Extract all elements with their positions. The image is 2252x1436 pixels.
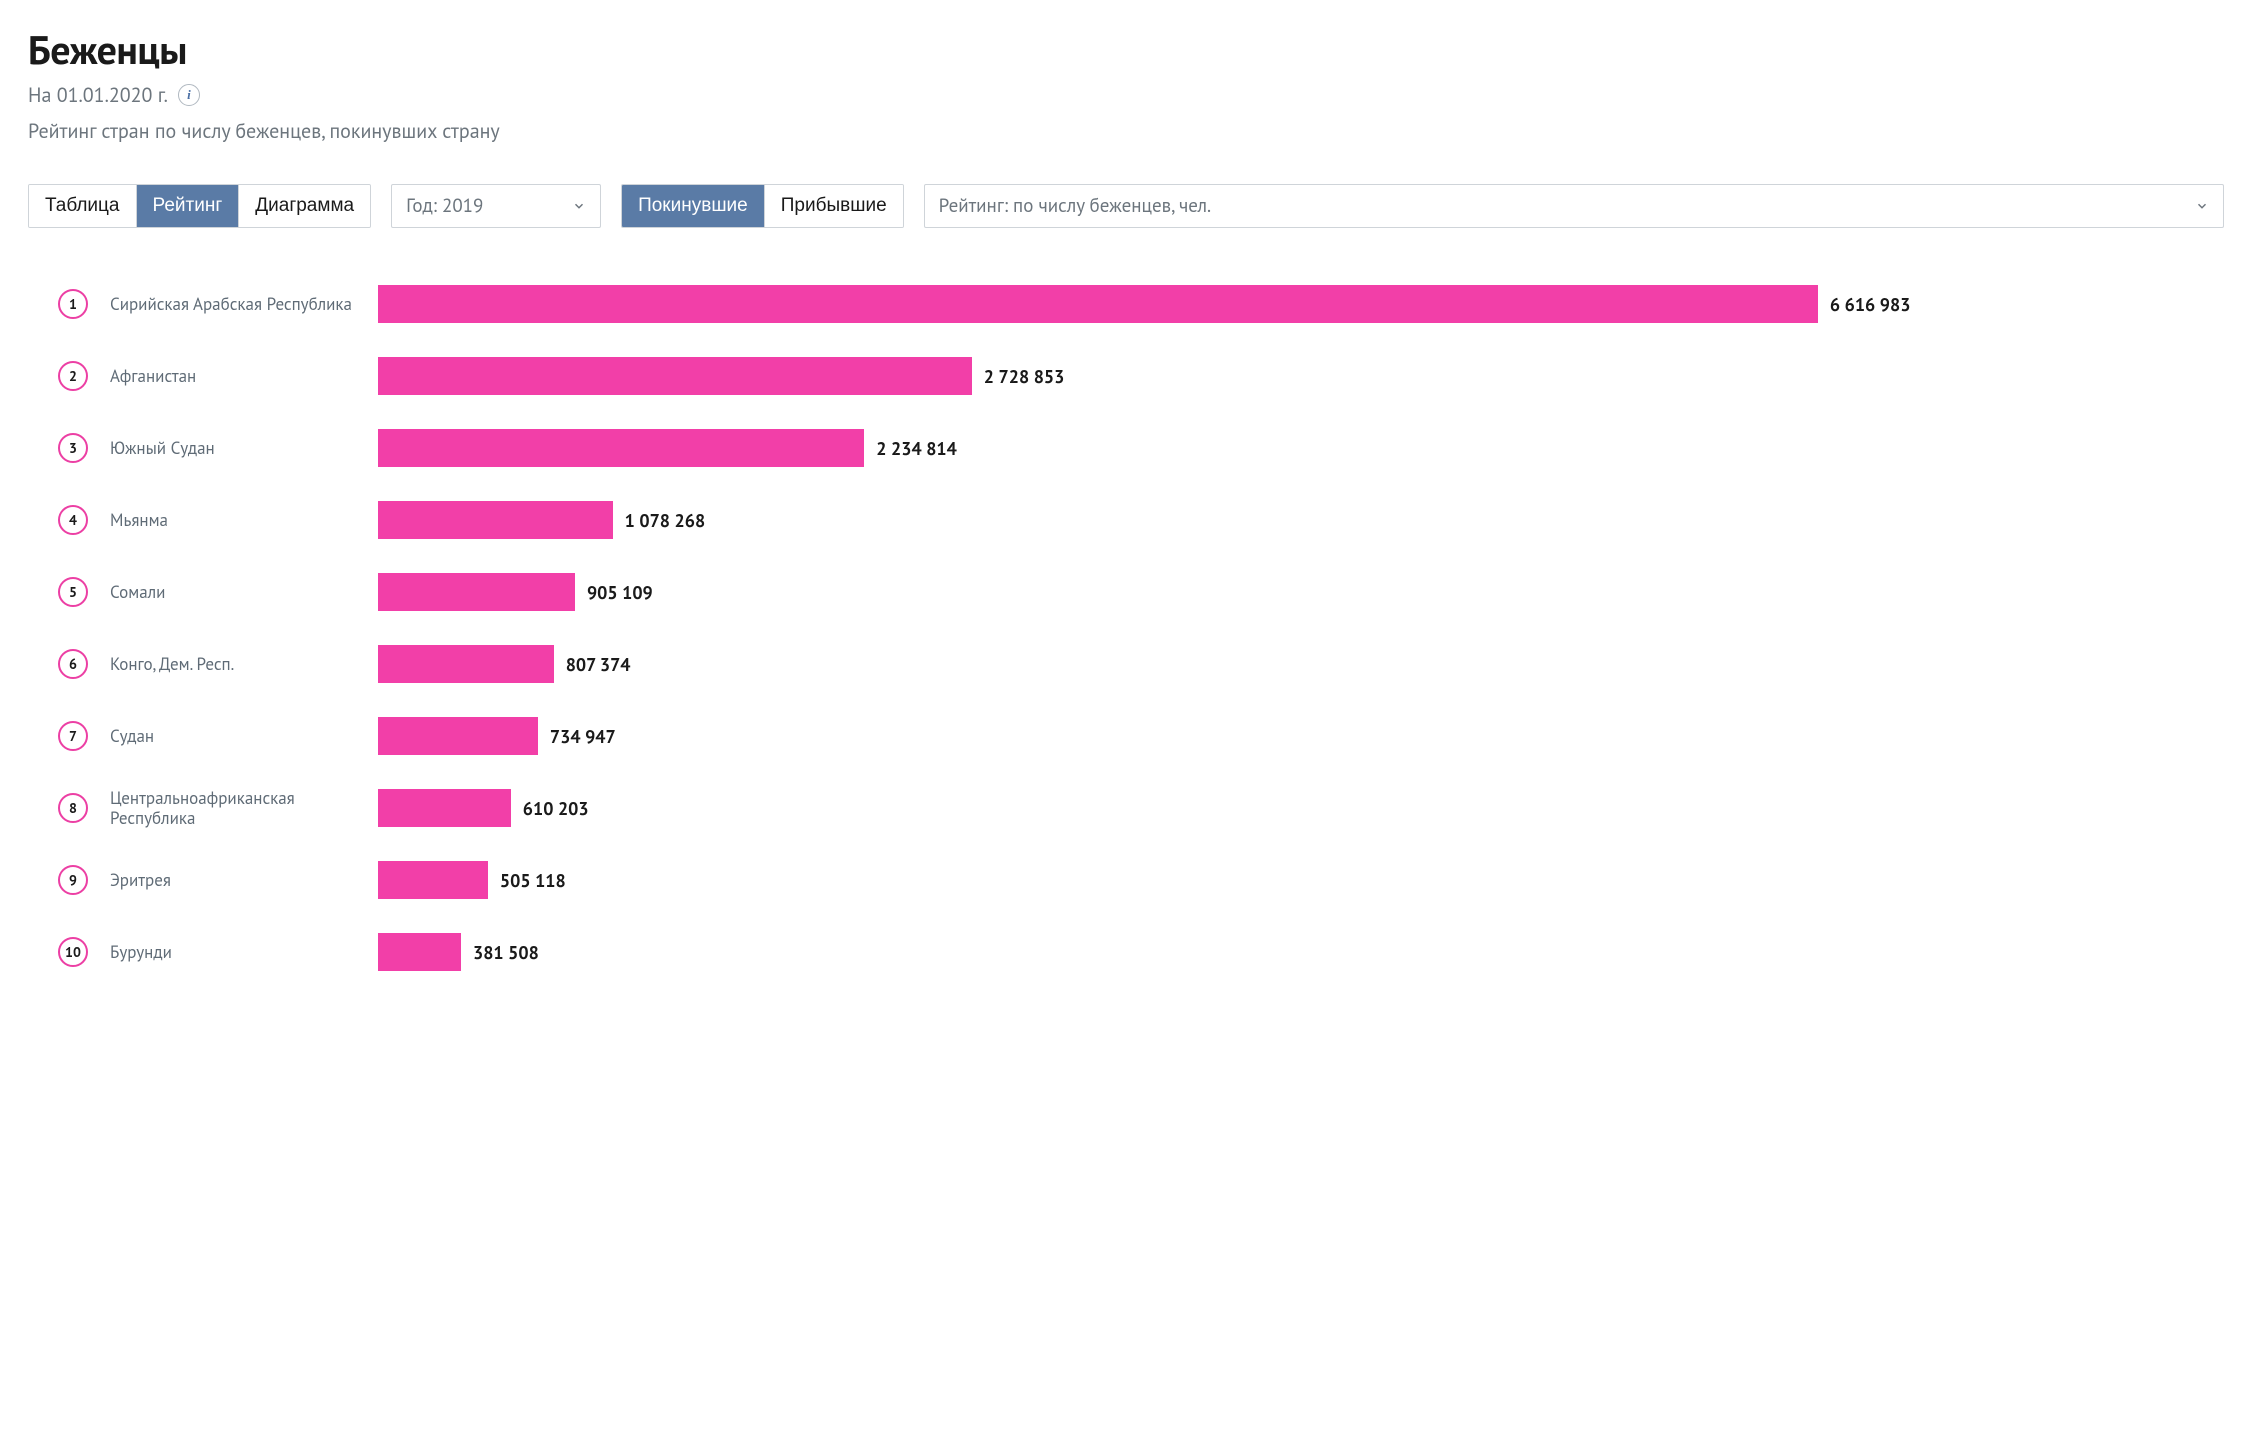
view-tab-1[interactable]: Рейтинг (137, 185, 240, 227)
view-tab-0[interactable]: Таблица (29, 185, 137, 227)
bar (378, 933, 461, 971)
subtitle-date: На 01.01.2020 г. (28, 82, 168, 108)
chart-row: 4Мьянма 1 078 268 (58, 484, 2224, 556)
direction-tabs: ПокинувшиеПрибывшие (621, 184, 904, 228)
rank-badge: 10 (58, 937, 88, 967)
bar-area: 1 078 268 (378, 501, 2224, 539)
bar (378, 717, 538, 755)
bar-area: 2 728 853 (378, 357, 2224, 395)
row-label[interactable]: Бурунди (88, 942, 378, 962)
bar-value: 734 947 (550, 725, 616, 748)
chart-row: 1Сирийская Арабская Республика 6 616 983 (58, 268, 2224, 340)
info-icon[interactable]: i (178, 84, 200, 106)
bar-area: 807 374 (378, 645, 2224, 683)
bar-value: 905 109 (587, 581, 653, 604)
description: Рейтинг стран по числу беженцев, покинув… (28, 118, 2224, 144)
rank-badge: 2 (58, 361, 88, 391)
rank-badge: 9 (58, 865, 88, 895)
row-label[interactable]: Центральноафриканская Республика (88, 788, 378, 829)
chart-row: 3Южный Судан 2 234 814 (58, 412, 2224, 484)
bar-area: 2 234 814 (378, 429, 2224, 467)
rating-select-placeholder: Рейтинг: по числу беженцев, чел. (939, 194, 1211, 218)
bar-value: 610 203 (523, 797, 589, 820)
rating-select[interactable]: Рейтинг: по числу беженцев, чел. (924, 184, 2224, 228)
row-label[interactable]: Конго, Дем. Респ. (88, 654, 378, 674)
rank-badge: 5 (58, 577, 88, 607)
rank-badge: 1 (58, 289, 88, 319)
bar-area: 905 109 (378, 573, 2224, 611)
bar-area: 381 508 (378, 933, 2224, 971)
bar (378, 357, 972, 395)
rank-badge: 3 (58, 433, 88, 463)
direction-tab-0[interactable]: Покинувшие (622, 185, 765, 227)
view-tabs: ТаблицаРейтингДиаграмма (28, 184, 371, 228)
row-label[interactable]: Сомали (88, 582, 378, 602)
row-label[interactable]: Южный Судан (88, 438, 378, 458)
bar-value: 381 508 (473, 941, 539, 964)
bar (378, 501, 613, 539)
chart-row: 10Бурунди 381 508 (58, 916, 2224, 988)
row-label[interactable]: Судан (88, 726, 378, 746)
bar-value: 1 078 268 (625, 509, 706, 532)
year-select-label: Год: 2019 (406, 194, 483, 218)
bar-area: 734 947 (378, 717, 2224, 755)
view-tab-2[interactable]: Диаграмма (239, 185, 370, 227)
bar-value: 2 234 814 (876, 437, 957, 460)
bar (378, 573, 575, 611)
chart-row: 5Сомали 905 109 (58, 556, 2224, 628)
bar-value: 6 616 983 (1830, 293, 1911, 316)
bar (378, 789, 511, 827)
bar (378, 861, 488, 899)
chart-row: 9Эритрея 505 118 (58, 844, 2224, 916)
chart-row: 6Конго, Дем. Респ. 807 374 (58, 628, 2224, 700)
rank-badge: 8 (58, 793, 88, 823)
controls-bar: ТаблицаРейтингДиаграмма Год: 2019 Покину… (28, 184, 2224, 228)
row-label[interactable]: Сирийская Арабская Республика (88, 294, 378, 314)
chevron-down-icon (572, 199, 586, 213)
chevron-down-icon (2195, 199, 2209, 213)
bar-area: 505 118 (378, 861, 2224, 899)
bar-value: 807 374 (566, 653, 631, 676)
bar (378, 429, 864, 467)
bar-area: 610 203 (378, 789, 2224, 827)
direction-tab-1[interactable]: Прибывшие (765, 185, 903, 227)
bar-area: 6 616 983 (378, 285, 2224, 323)
row-label[interactable]: Мьянма (88, 510, 378, 530)
bar (378, 645, 554, 683)
bar-value: 505 118 (500, 869, 566, 892)
rank-badge: 6 (58, 649, 88, 679)
rank-badge: 4 (58, 505, 88, 535)
bar (378, 285, 1818, 323)
year-select[interactable]: Год: 2019 (391, 184, 601, 228)
chart-row: 2Афганистан 2 728 853 (58, 340, 2224, 412)
subtitle-row: На 01.01.2020 г. i (28, 82, 2224, 108)
chart-row: 8Центральноафриканская Республика 610 203 (58, 772, 2224, 844)
bar-value: 2 728 853 (984, 365, 1065, 388)
row-label[interactable]: Афганистан (88, 366, 378, 386)
row-label[interactable]: Эритрея (88, 870, 378, 890)
rank-badge: 7 (58, 721, 88, 751)
chart-row: 7Судан 734 947 (58, 700, 2224, 772)
page-title: Беженцы (28, 24, 2224, 76)
bar-chart: 1Сирийская Арабская Республика 6 616 983 2… (28, 268, 2224, 988)
